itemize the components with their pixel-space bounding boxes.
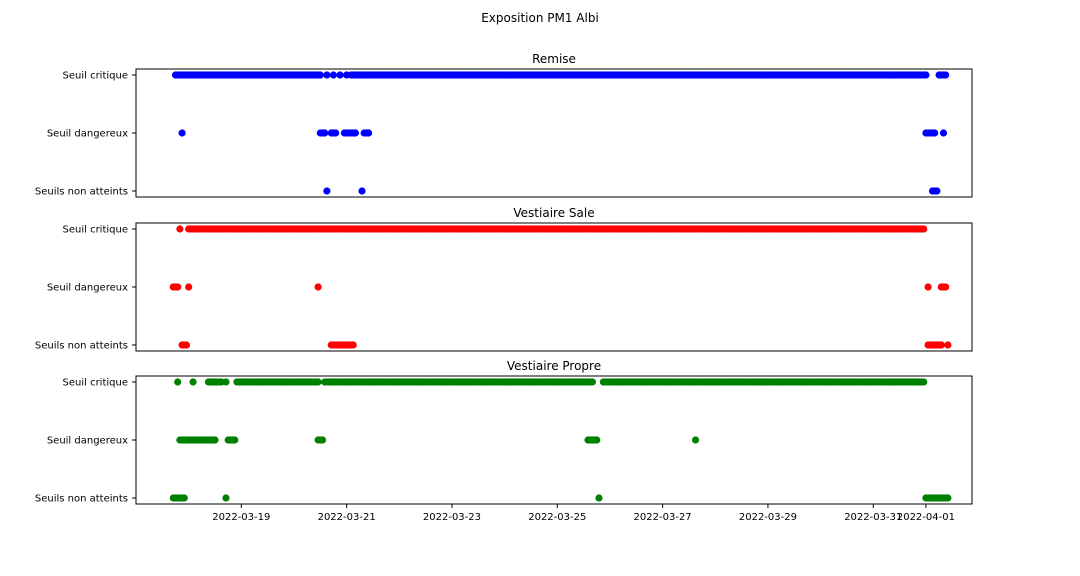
axes-frame [135,68,973,198]
data-point [349,341,357,349]
data-point [176,225,184,233]
y-tick-label: Seuil critique [63,378,129,389]
data-point [332,129,340,137]
data-point [231,436,239,444]
y-tick-label: Seuils non atteints [35,494,128,505]
y-tick-label: Seuil critique [63,71,129,82]
data-point [931,129,939,137]
panel-title: Vestiaire Propre [507,359,601,373]
data-point [691,436,700,444]
x-tick-label: 2022-03-23 [423,512,481,523]
figure-suptitle: Exposition PM1 Albi [481,11,599,25]
data-point [944,494,952,502]
panel-title: Remise [532,52,576,66]
y-tick-label: Seuil critique [63,225,129,236]
x-tick-label: 2022-03-19 [212,512,270,523]
data-point [944,341,952,349]
data-point [222,378,230,386]
x-tick-label: 2022-04-01 [897,512,955,523]
data-point [316,71,324,79]
data-point [922,71,930,79]
data-point [323,187,331,195]
data-point [593,436,601,444]
data-point [314,283,322,291]
data-point [323,71,331,79]
data-point [364,129,373,137]
data-point [588,378,596,386]
x-tick-label: 2022-03-21 [318,512,376,523]
panel-2: Vestiaire Sale Seuils non atteints Seuil d… [35,206,973,352]
data-point [318,436,327,444]
data-point [174,283,182,291]
panels-group: Remise Seuils non atteints Seuil dangereux… [35,52,973,523]
axes-frame [135,222,973,352]
data-point [933,187,941,195]
data-point [174,378,182,386]
data-point [942,71,950,79]
data-point [222,494,230,502]
data-point [182,341,191,349]
data-point [595,494,603,502]
y-tick-label: Seuil dangereux [47,129,128,140]
panel-1: Remise Seuils non atteints Seuil dangereux… [35,52,973,198]
data-point [178,129,186,137]
y-tick-label: Seuils non atteints [35,187,128,198]
data-point [924,283,932,291]
data-point [939,129,948,137]
data-point [185,283,193,291]
data-point [189,378,197,386]
y-tick-label: Seuil dangereux [47,436,128,447]
data-point [358,187,366,195]
data-point [211,436,219,444]
data-point [321,129,329,137]
panel-3: Vestiaire Propre Seuils non atteints Seuil… [35,359,973,523]
data-point [920,225,928,233]
data-point [180,494,188,502]
y-tick-label: Seuil dangereux [47,283,128,294]
x-tick-label: 2022-03-29 [739,512,797,523]
x-tick-label: 2022-03-27 [634,512,692,523]
panel-title: Vestiaire Sale [513,206,594,220]
x-tick-label: 2022-03-25 [528,512,586,523]
y-tick-label: Seuils non atteints [35,341,128,352]
x-tick-label: 2022-03-31 [844,512,902,523]
axes-frame [135,375,973,505]
data-point [314,378,322,386]
data-point [937,341,945,349]
data-point [351,129,360,137]
data-point [920,378,928,386]
data-point [343,71,351,79]
data-point [329,71,338,79]
data-point [336,71,344,79]
data-point [942,283,950,291]
